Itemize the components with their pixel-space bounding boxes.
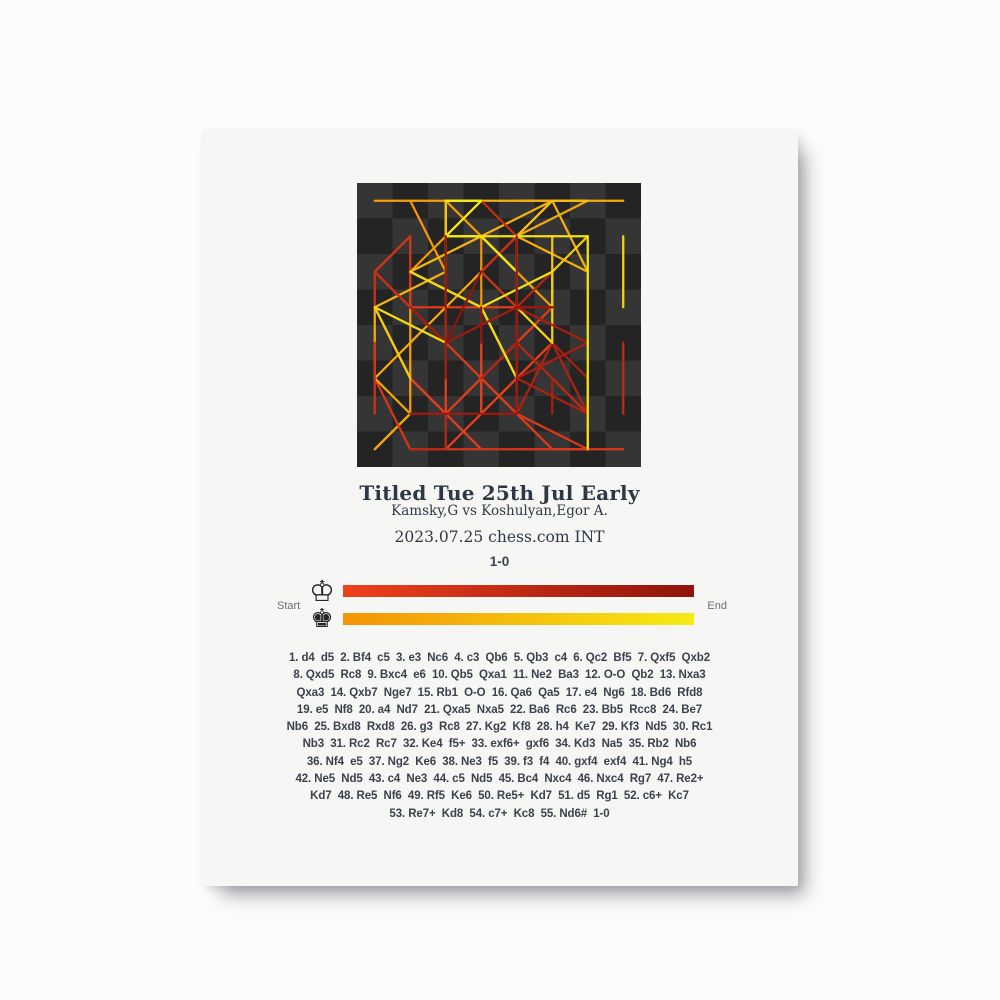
white-moves-gradient-bar (343, 585, 694, 597)
move-line: 36. Nf4 e5 37. Ng2 Ke6 38. Ne3 f5 39. f3… (306, 755, 693, 768)
move-line: Kd7 48. Re5 Nf6 49. Rf5 Ke6 50. Re5+ Kd7… (310, 790, 689, 803)
players-line: Kamsky,G vs Koshulyan,Egor A. (391, 503, 608, 519)
legend-end-label: End (707, 600, 727, 612)
legend-row-white: ♔ (277, 574, 727, 608)
result-line: 1-0 (489, 554, 510, 569)
move-list: 1. d4 d5 2. Bf4 c5 3. e3 Nc6 4. c3 Qb6 5… (229, 650, 770, 823)
move-line: Qxa3 14. Qxb7 Nge7 15. Rb1 O-O 16. Qa6 Q… (296, 686, 703, 699)
move-line: Nb3 31. Rc2 Rc7 32. Ke4 f5+ 33. exf6+ gx… (302, 738, 697, 751)
white-king-icon: ♔ (309, 574, 335, 608)
move-line: Nb6 25. Bxd8 Rxd8 26. g3 Rc8 27. Kg2 Kf8… (286, 721, 713, 734)
move-line: 53. Re7+ Kd8 54. c7+ Kc8 55. Nd6# 1-0 (389, 807, 610, 820)
move-line: 19. e5 Nf8 20. a4 Nd7 21. Qxa5 Nxa5 22. … (296, 703, 703, 716)
legend-row-black: ♚ (277, 605, 727, 633)
move-trajectory-chart (357, 183, 641, 467)
move-line: 8. Qxd5 Rc8 9. Bxc4 e6 10. Qb5 Qxa1 11. … (293, 669, 706, 682)
legend-start-label: Start (277, 600, 301, 612)
black-king-icon: ♚ (310, 604, 334, 634)
chess-board (357, 183, 641, 467)
poster-title: Titled Tue 25th Jul Early (359, 481, 640, 505)
poster-card: Titled Tue 25th Jul Early Kamsky,G vs Ko… (201, 129, 798, 886)
event-line: 2023.07.25 chess.com INT (394, 528, 605, 546)
black-moves-gradient-bar (343, 613, 694, 625)
move-line: 1. d4 d5 2. Bf4 c5 3. e3 Nc6 4. c3 Qb6 5… (288, 652, 711, 664)
move-line: 42. Ne5 Nd5 43. c4 Ne3 44. c5 Nd5 45. Bc… (295, 773, 704, 786)
legend: Start End ♔ ♚ (277, 577, 727, 635)
